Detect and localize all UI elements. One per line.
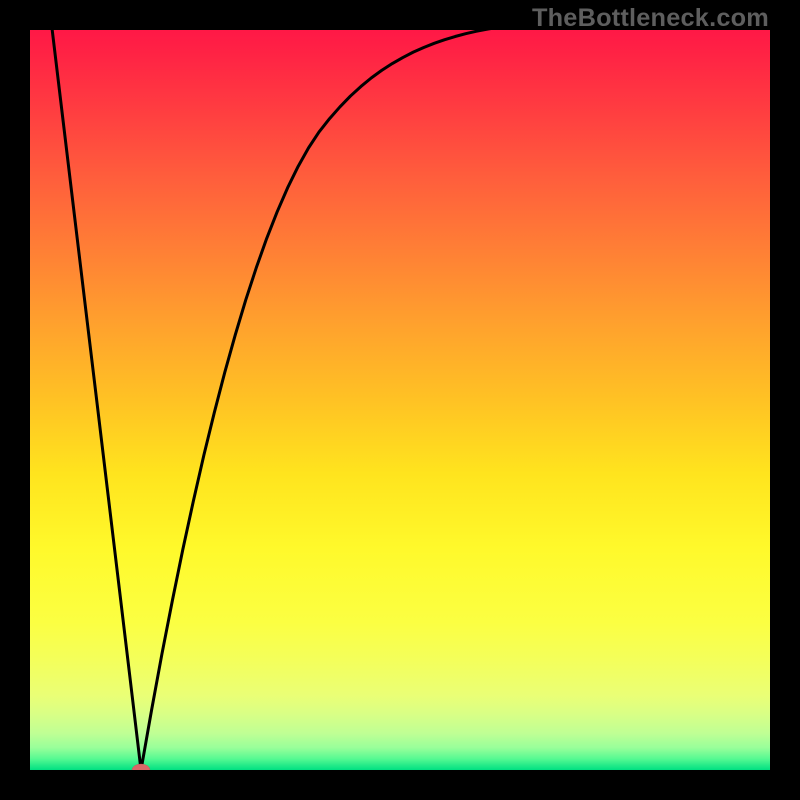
figure-container: TheBottleneck.com xyxy=(0,0,800,800)
watermark-text: TheBottleneck.com xyxy=(532,4,769,33)
plot-background xyxy=(30,30,770,770)
gradient-plot xyxy=(30,30,770,770)
